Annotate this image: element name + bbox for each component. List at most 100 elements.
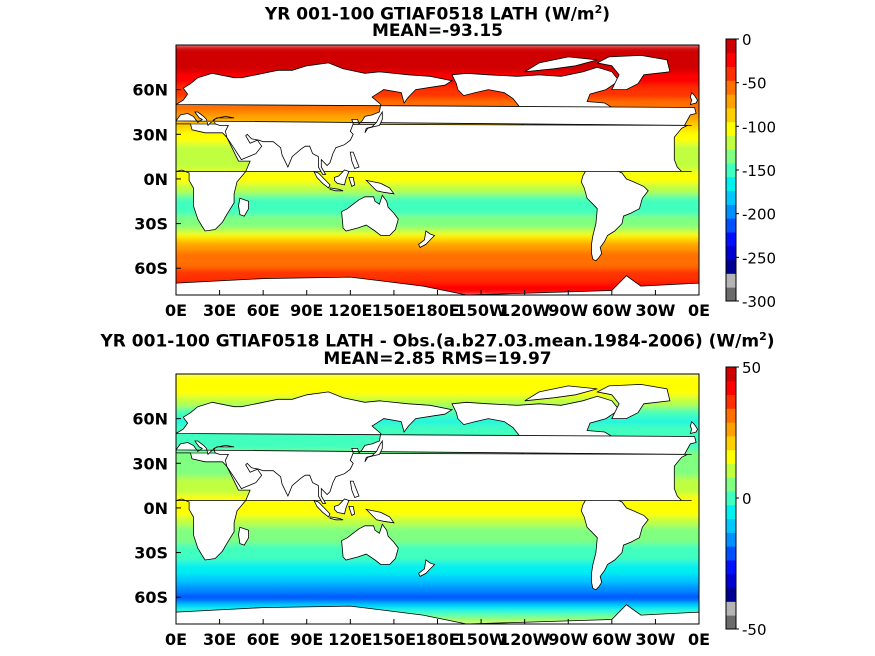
x-tick-label: 0E [165,630,187,649]
field-band [176,400,699,406]
colorbar-tick-label: 0 [742,490,752,508]
field-band [176,250,699,256]
x-tick-label: 0E [165,301,187,320]
field-band [176,396,699,402]
colorbar-segment [726,422,736,437]
x-tick-label: 150E [372,630,416,649]
field-band [176,53,699,59]
japan-landmass [364,439,383,463]
x-tick-label: 0E [688,301,710,320]
field-band [176,205,699,211]
y-tick-label: 30S [134,215,168,234]
y-tick-label: 0N [143,170,168,189]
y-tick-label: 60N [132,81,168,100]
arctic-islands-landmass [524,385,598,402]
colorbar-segment [726,435,736,451]
colorbar-segment [726,560,736,575]
colorbar-segment [726,135,736,150]
colorbar-segment [726,518,736,533]
x-tick-label: 180E [415,630,459,649]
colorbar-tick-label: 0 [742,31,752,49]
field-band [176,543,699,549]
eurasia-landmass [176,391,697,504]
top-title-end: ) [602,4,611,25]
colorbar-tick-label: -250 [742,249,776,267]
field-band [176,512,699,518]
new-guinea-landmass [365,508,395,524]
philippines-landmass [349,480,360,499]
colorbar-segment [726,273,736,288]
field-band [176,214,699,220]
colorbar-segment [726,477,736,492]
top-title-superscript: 2 [594,3,603,16]
x-tick-label: 30E [203,301,236,320]
x-tick-label: 90W [548,301,588,320]
x-tick-label: 30E [203,630,236,649]
field-band [176,49,699,55]
field-band [176,534,699,540]
field-band [176,570,699,576]
britain-landmass [689,420,698,435]
y-tick-label: 30N [132,454,168,473]
colorbar-segment [726,94,736,109]
field-band [176,281,699,287]
colorbar-segment [726,176,736,192]
colorbar-tick-label: -50 [742,621,767,639]
colorbar-segment [726,615,736,630]
field-band [176,592,699,598]
bottom-title-end: ) [766,331,775,352]
field-band [176,187,699,193]
field-band [176,236,699,242]
colorbar-segment [726,121,736,136]
colorbar-segment [726,66,736,81]
colorbar-tick-label: -100 [742,118,776,136]
field-band [176,103,699,108]
field-band [176,507,699,513]
colorbar-segment [726,546,736,561]
bottom-panel-subtitle: MEAN=2.85 RMS=19.97 [323,349,552,369]
x-tick-label: 60E [247,301,280,320]
x-tick-label: 30W [635,630,675,649]
field-band [176,268,699,274]
colorbar-segment [726,408,736,423]
colorbar-segment [726,287,736,302]
field-band [176,62,699,68]
field-band [176,387,699,393]
field-band [176,423,699,429]
land-layer [176,54,699,295]
bottom-title-superscript: 2 [759,330,767,343]
y-tick-label: 60S [134,588,168,607]
south-america-landmass [580,160,649,262]
x-tick-label: 90E [290,301,323,320]
field-band [176,574,699,580]
colorbar-segment [726,463,736,478]
x-tick-label: 150W [456,301,507,320]
new-zealand-landmass [418,559,436,577]
y-tick-label: 0N [143,499,168,518]
colorbar-segment [726,190,736,205]
x-tick-label: 90E [290,630,323,649]
x-tick-label: 120E [328,630,372,649]
field-band [176,530,699,536]
australia-landmass [341,194,399,236]
x-tick-label: 90W [548,630,588,649]
java-landmass [329,516,344,521]
field-band [176,241,699,247]
field-band [176,71,699,77]
field-band [176,286,699,292]
y-tick-label: 60N [132,410,168,429]
colorbar-tick-label: 50 [742,359,761,377]
x-tick-label: 0E [688,630,710,649]
field-band [176,516,699,522]
field-band [176,219,699,225]
new-zealand-landmass [418,230,436,248]
field-band [176,254,699,260]
field-band [176,210,699,216]
field-band [176,89,699,95]
colorbar-segment [726,232,736,247]
field-band [176,183,699,189]
colorbar-segment [726,163,736,178]
colorbar-segment [726,394,736,409]
field-band [176,597,699,603]
